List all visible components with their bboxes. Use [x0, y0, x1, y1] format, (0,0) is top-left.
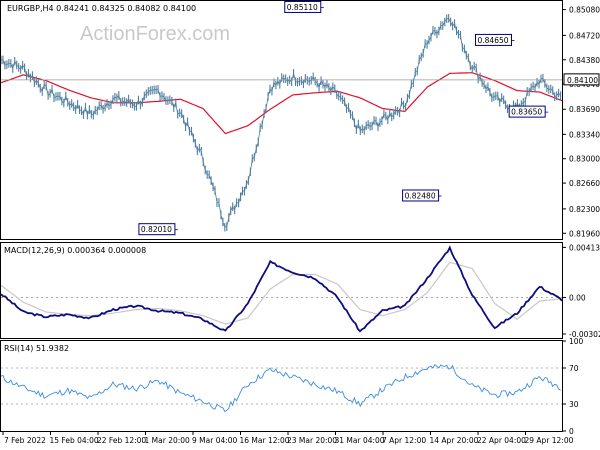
- x-tick-label: 23 Mar 20:00: [287, 436, 337, 445]
- price-y-tick-label: 0.84380: [569, 56, 600, 65]
- current-price-label: 0.84100: [567, 76, 598, 85]
- price-plot: [1, 13, 562, 232]
- rsi-plot: [1, 364, 562, 413]
- macd-y-tick-label: -0.00302: [569, 330, 600, 339]
- macd-line: [1, 245, 562, 333]
- price-y-tick-label: 0.83000: [569, 155, 600, 164]
- x-tick-label: 7 Feb 2022: [4, 436, 46, 445]
- macd-panel-title: MACD(12,26,9) 0.000364 0.000008: [4, 246, 146, 255]
- x-tick-label: 9 Mar 04:00: [192, 436, 238, 445]
- watermark: ActionForex.com: [80, 23, 230, 45]
- annotation-box: [284, 0, 322, 13]
- annotation-label: 0.82010: [141, 225, 172, 234]
- x-tick-label: 22 Apr 04:00: [477, 436, 526, 445]
- x-tick-label: 31 Mar 04:00: [335, 436, 385, 445]
- x-tick-label: 22 Feb 12:00: [97, 436, 146, 445]
- price-panel-title: EURGBP,H4 0.84241 0.84325 0.84082 0.8410…: [7, 4, 196, 13]
- annotation-label: 0.83650: [511, 108, 542, 117]
- macd-y-tick-label: 0.004138: [569, 243, 600, 252]
- price-y-tick-label: 0.84720: [569, 31, 600, 40]
- macd-y-tick-label: 0.00: [569, 293, 586, 302]
- annotation-box: [475, 33, 513, 46]
- price-panel-frame: [0, 0, 563, 240]
- moving-average-line: [1, 72, 562, 135]
- current-price-box: [563, 73, 600, 86]
- rsi-y-tick-label: 30: [569, 400, 579, 409]
- macd-plot: [1, 245, 562, 333]
- annotation-box: [138, 223, 176, 236]
- macd-signal-line: [1, 261, 562, 325]
- x-tick-label: 16 Mar 12:00: [240, 436, 290, 445]
- rsi-line: [1, 364, 561, 413]
- rsi-y-tick-label: 0: [569, 427, 574, 436]
- price-y-tick-label: 0.83690: [569, 105, 600, 114]
- rsi-panel-frame: [0, 340, 563, 432]
- price-y-tick-label: 0.82660: [569, 179, 600, 188]
- price-y-tick-label: 0.82300: [569, 205, 600, 214]
- annotation-label: 0.82480: [405, 191, 436, 200]
- rsi-y-axis: 100 70 30 0: [562, 337, 584, 436]
- x-tick-label: 15 Feb 04:00: [50, 436, 99, 445]
- price-candles: [1, 13, 562, 232]
- macd-panel-frame: [0, 242, 563, 339]
- x-tick-label: 7 Apr 12:00: [382, 436, 426, 445]
- x-tick-label: 14 Apr 20:00: [430, 436, 479, 445]
- price-y-tick-label: 0.83340: [569, 130, 600, 139]
- x-tick-label: 29 Apr 12:00: [525, 436, 574, 445]
- annotation-label: 0.85110: [287, 3, 318, 12]
- rsi-panel-title: RSI(14) 51.9382: [4, 344, 69, 353]
- annotation-box: [508, 105, 546, 118]
- annotation-box: [402, 189, 440, 202]
- price-annotations: 0.85110 0.84650 0.83650 0.82480 0.82010: [138, 0, 549, 236]
- rsi-y-tick-label: 100: [569, 337, 584, 346]
- x-tick-label: 1 Mar 20:00: [145, 436, 191, 445]
- macd-y-axis: 0.004138 0.00 -0.00302: [562, 243, 600, 339]
- price-y-axis: 0.850800.847200.843800.840400.836900.833…: [562, 6, 600, 238]
- price-y-tick-label: 0.85080: [569, 6, 600, 15]
- annotation-label: 0.84650: [478, 36, 509, 45]
- price-y-tick-label: 0.81960: [569, 229, 600, 238]
- rsi-y-tick-label: 70: [569, 364, 579, 373]
- price-line: [1, 17, 561, 228]
